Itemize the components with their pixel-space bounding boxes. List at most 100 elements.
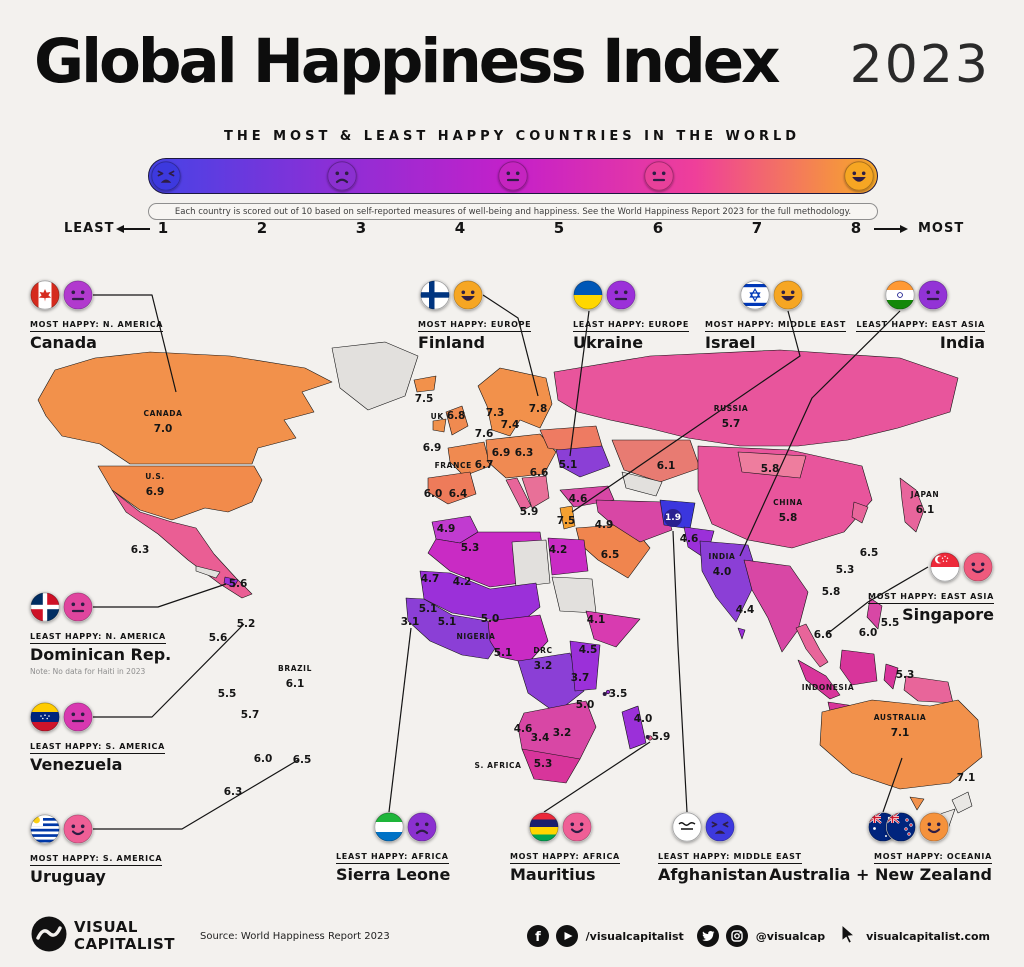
map-region-hispaniola: [223, 576, 239, 588]
social-handle: @visualcap: [755, 929, 826, 943]
map-region-philippines: [866, 597, 883, 630]
callout-connector-line: [672, 530, 688, 813]
map-region-central-europe: [485, 433, 557, 479]
map-region-india: [699, 540, 759, 623]
footer: VISUAL CAPITALIST Source: World Happines…: [0, 905, 1024, 967]
map-region-turkmenistan: [621, 471, 663, 497]
facebook-icon: f: [526, 925, 549, 947]
social-handle: /visualcapitalist: [585, 929, 684, 943]
map-region-mauritius-island: [647, 735, 653, 741]
scale-number-5: 5: [553, 219, 565, 237]
cursor-icon: [838, 923, 858, 949]
callout-connector-line: [569, 310, 590, 457]
scale-number-3: 3: [355, 219, 367, 237]
distressed-face-icon: [150, 161, 181, 191]
methodology-note: Each country is scored out of 10 based o…: [148, 203, 878, 220]
frown-face-icon: [327, 161, 357, 191]
map-region-sahel: [419, 570, 541, 624]
callout-connector-line: [543, 741, 651, 813]
happiness-scale-gradient: [148, 158, 878, 194]
instagram-icon: [725, 925, 748, 947]
subtitle: THE MOST & LEAST HAPPY COUNTRIES IN THE …: [223, 129, 801, 144]
map-region-sri-lanka: [737, 627, 746, 640]
scale-most-label: MOST: [918, 221, 965, 236]
map-region-madagascar: [621, 705, 647, 750]
map-region-korea: [851, 501, 869, 524]
title-year: 2023: [849, 35, 990, 95]
map-region-afghanistan: [659, 499, 696, 530]
map-region-iceland: [413, 375, 437, 393]
scale-least-label: LEAST: [64, 221, 115, 236]
grin-face-icon: [843, 161, 874, 191]
map-region-sulawesi: [883, 663, 899, 690]
scale-number-8: 8: [850, 219, 862, 237]
map-region-libya: [511, 539, 551, 588]
map-region-scandinavia: [477, 367, 553, 437]
youtube-icon: [555, 925, 578, 947]
callout-connector-line: [482, 294, 539, 397]
map-region-greenland: [331, 341, 419, 411]
callout-connector-line: [739, 310, 901, 557]
header: Global Happiness Index 2023: [34, 26, 990, 97]
map-region-drc: [517, 652, 585, 714]
map-region-united-states: [97, 465, 263, 521]
callout-connector-line: [571, 310, 801, 513]
map-region-borneo: [839, 649, 878, 686]
map-region-canada: [37, 351, 333, 465]
page-title: Global Happiness Index: [34, 26, 780, 97]
map-region-ireland: [432, 418, 447, 433]
map-region-new-zealand-north: [951, 791, 973, 814]
scale-number-7: 7: [751, 219, 763, 237]
callout-connector-line: [882, 757, 903, 813]
map-region-balkans-greece: [521, 475, 550, 509]
callout-connector-line: [388, 627, 412, 813]
map-region-russia: [553, 349, 959, 447]
scale-number-6: 6: [652, 219, 664, 237]
scale-left-arrow-icon: [116, 225, 150, 232]
map-region-comoros-island: [605, 689, 611, 695]
map-region-cuba: [195, 565, 221, 579]
map-region-ukraine: [555, 445, 611, 478]
neutral-face-icon: [643, 161, 674, 191]
map-region-horn-of-africa: [585, 610, 641, 648]
map-region-italy: [505, 477, 532, 512]
scale-right-arrow-icon: [874, 225, 908, 232]
brand-name: VISUAL CAPITALIST: [74, 919, 175, 952]
twitter-icon: [696, 925, 719, 947]
map-region-iberia: [427, 471, 477, 505]
map-region-new-zealand-south: [932, 808, 956, 830]
map-region-egypt: [547, 537, 589, 576]
map-region-southeast-asia: [743, 559, 809, 653]
callout-connector-line: [93, 583, 227, 608]
brand-line-2: CAPITALIST: [74, 934, 176, 953]
callout-connector-line: [93, 623, 245, 718]
callout-connector-line: [826, 566, 929, 635]
brand-line-1: VISUAL: [74, 918, 138, 936]
callout-connector-line: [93, 294, 177, 393]
map-region-australia: [819, 699, 983, 790]
map-region-new-guinea: [903, 675, 954, 704]
map-region-levant-israel: [559, 505, 576, 530]
map-region-sudan: [551, 576, 597, 614]
callout-connector-line: [93, 759, 299, 830]
map-region-mongolia: [737, 451, 807, 479]
visual-capitalist-logo: [31, 916, 67, 952]
map-region-sumatra: [797, 659, 841, 700]
map-region-japan: [899, 477, 925, 533]
map-region-france: [447, 441, 491, 477]
map-region-west-africa-coast: [405, 597, 501, 660]
social-links: f/visualcapitalist @visualcap visualcapita…: [526, 923, 996, 949]
scale-number-2: 2: [256, 219, 268, 237]
scale-number-4: 4: [454, 219, 466, 237]
social-handle: visualcapitalist.com: [866, 929, 990, 943]
map-region-china: [697, 445, 873, 549]
scale-number-1: 1: [157, 219, 169, 237]
map-region-malay-peninsula: [795, 623, 829, 668]
map-region-united-kingdom: [445, 405, 469, 436]
source-credit: Source: World Happiness Report 2023: [200, 931, 390, 942]
map-region-nigeria-gulf: [487, 614, 549, 664]
map-region-south-africa: [521, 748, 581, 784]
svg-text:f: f: [535, 930, 541, 945]
map-region-tasmania: [909, 796, 925, 811]
